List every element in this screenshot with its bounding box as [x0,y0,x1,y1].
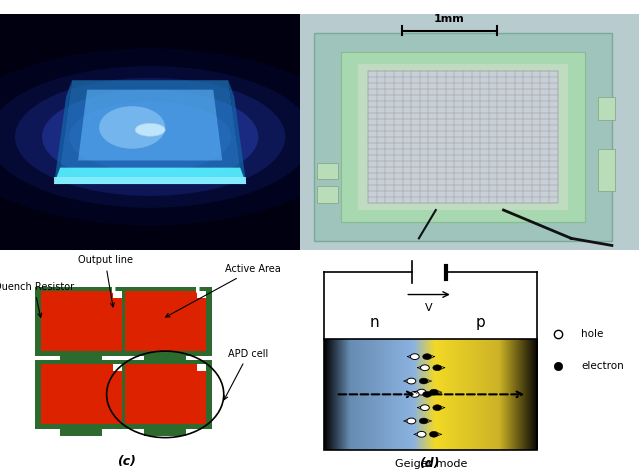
Circle shape [419,378,428,384]
Circle shape [429,431,438,437]
Polygon shape [60,80,240,168]
Bar [60,428,102,436]
Circle shape [410,354,419,360]
Bar [598,149,615,191]
Ellipse shape [0,66,312,208]
Bar [368,71,558,203]
Ellipse shape [135,123,165,136]
Bar [35,360,128,429]
Ellipse shape [99,106,165,149]
Bar [119,360,212,429]
Circle shape [407,378,416,384]
Circle shape [417,431,426,437]
Circle shape [420,365,429,371]
Circle shape [422,391,431,397]
Bar [112,291,121,298]
Bar [314,33,612,241]
Polygon shape [78,90,222,160]
Text: APD cell: APD cell [224,349,268,400]
Bar [144,428,186,436]
Text: Quench Resistor: Quench Resistor [0,282,74,317]
Bar [119,287,212,355]
Text: (c): (c) [117,455,135,468]
Bar [598,97,615,120]
Polygon shape [54,177,246,184]
Polygon shape [54,168,246,184]
Circle shape [422,354,431,360]
Text: 1mm: 1mm [434,14,465,24]
Bar [197,364,206,371]
Text: (d): (d) [419,457,439,470]
Text: (b): (b) [459,260,480,273]
Text: electron: electron [581,361,624,371]
Bar [324,339,537,450]
Ellipse shape [42,90,258,184]
Bar [317,186,337,203]
Text: Geiger mode: Geiger mode [394,459,467,469]
Bar [317,163,337,179]
Bar [125,291,206,351]
Text: n: n [369,315,379,330]
Bar [144,354,186,363]
Circle shape [433,405,442,411]
Bar [112,364,121,371]
Circle shape [410,391,419,397]
Circle shape [407,418,416,424]
Bar [60,354,102,363]
Bar [35,287,128,355]
Text: V: V [425,303,433,313]
Circle shape [417,389,426,395]
Ellipse shape [15,78,285,196]
Bar [341,52,585,222]
Circle shape [419,418,428,424]
Text: Active Area: Active Area [166,264,281,317]
Text: p: p [476,315,486,330]
Circle shape [429,389,438,395]
Circle shape [433,365,442,371]
Ellipse shape [69,101,231,172]
Polygon shape [54,80,72,184]
Bar [41,291,121,351]
Text: hole: hole [581,329,604,339]
Circle shape [420,405,429,411]
Text: (a): (a) [140,260,160,273]
Bar [358,64,568,210]
Bar [41,364,121,424]
Text: Output line: Output line [77,255,133,307]
Bar [197,291,206,298]
Polygon shape [228,80,246,184]
Ellipse shape [0,49,353,226]
Bar [125,364,206,424]
